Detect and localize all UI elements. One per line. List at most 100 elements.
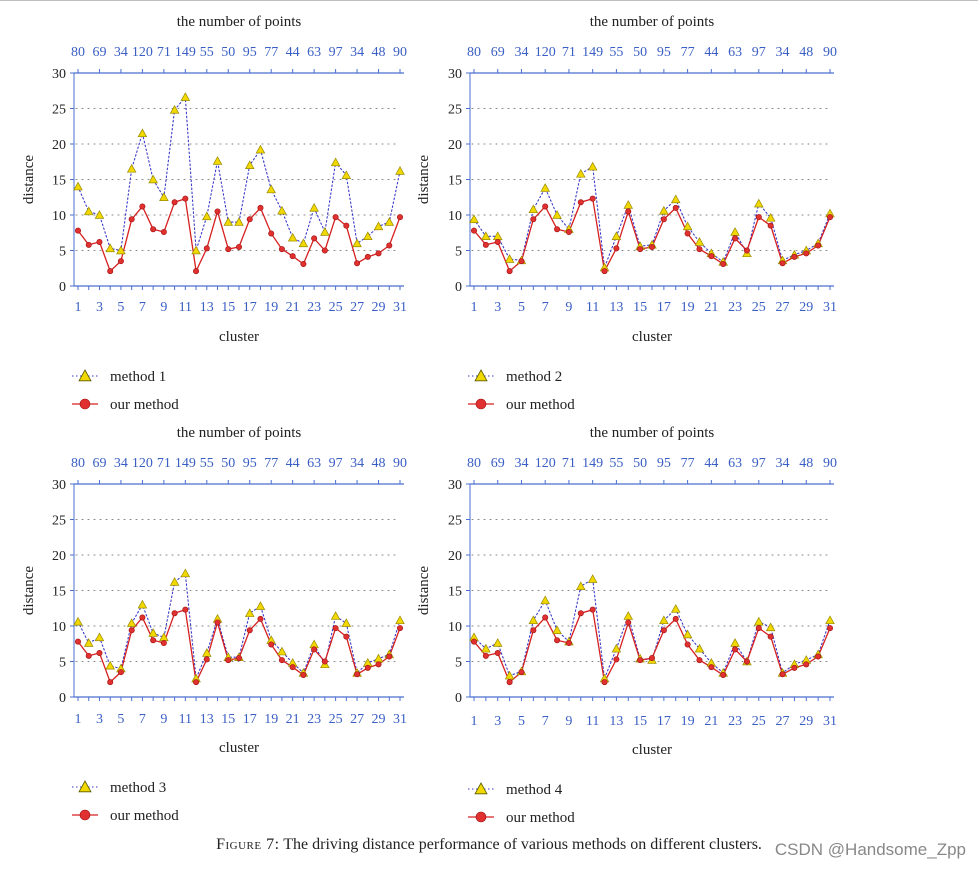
data-point-our-method bbox=[826, 625, 833, 632]
data-point-method-3 bbox=[137, 599, 148, 609]
data-point-method-4 bbox=[540, 595, 550, 605]
data-point-our-method bbox=[278, 246, 285, 253]
data-point-our-method bbox=[203, 656, 210, 663]
data-point-our-method bbox=[268, 641, 275, 648]
top-tick-label: 50 bbox=[633, 456, 647, 471]
data-point-method-1 bbox=[73, 181, 83, 191]
data-point-our-method bbox=[246, 627, 253, 634]
top-tick-label: 71 bbox=[562, 456, 576, 471]
data-point-our-method bbox=[530, 627, 537, 634]
x-tick-label: 13 bbox=[200, 300, 214, 315]
data-point-our-method bbox=[530, 216, 537, 223]
y-tick-label: 5 bbox=[455, 245, 462, 260]
x-tick-label: 17 bbox=[657, 714, 671, 729]
data-point-our-method bbox=[128, 216, 135, 223]
data-point-method-1 bbox=[234, 217, 244, 226]
data-point-our-method bbox=[625, 208, 632, 215]
top-tick-label: 97 bbox=[329, 456, 343, 471]
data-point-our-method bbox=[696, 657, 703, 664]
data-point-method-4 bbox=[587, 574, 598, 583]
y-tick-label: 25 bbox=[448, 103, 462, 118]
x-axis-label: cluster bbox=[632, 742, 672, 758]
x-tick-label: 23 bbox=[728, 300, 742, 315]
y-tick-label: 10 bbox=[52, 209, 66, 224]
data-point-method-1 bbox=[159, 192, 169, 201]
chart-title: the number of points bbox=[177, 425, 302, 441]
top-tick-label: 97 bbox=[752, 45, 766, 60]
data-point-method-3 bbox=[255, 601, 266, 610]
data-point-method-1 bbox=[83, 206, 94, 216]
x-tick-label: 1 bbox=[75, 300, 82, 315]
top-tick-label: 71 bbox=[157, 45, 171, 60]
top-tick-label: 55 bbox=[609, 45, 623, 60]
x-tick-label: 17 bbox=[243, 300, 257, 315]
data-point-our-method bbox=[637, 657, 644, 664]
data-point-our-method bbox=[518, 258, 525, 265]
data-point-method-1 bbox=[320, 227, 330, 236]
data-point-method-1 bbox=[191, 245, 201, 255]
top-tick-label: 120 bbox=[535, 456, 556, 471]
x-tick-label: 15 bbox=[633, 714, 647, 729]
x-tick-label: 9 bbox=[565, 714, 572, 729]
y-axis-label: distance bbox=[21, 566, 37, 615]
top-tick-label: 34 bbox=[350, 456, 364, 471]
data-point-method-1 bbox=[395, 166, 405, 175]
x-tick-label: 15 bbox=[221, 300, 235, 315]
data-point-method-1 bbox=[266, 184, 276, 194]
chart-title: the number of points bbox=[590, 425, 715, 441]
data-point-method-1 bbox=[352, 238, 362, 248]
top-tick-label: 97 bbox=[329, 45, 343, 60]
data-point-method-2 bbox=[623, 200, 634, 209]
data-point-method-1 bbox=[126, 163, 137, 173]
data-point-method-2 bbox=[694, 237, 705, 246]
x-tick-label: 13 bbox=[609, 714, 623, 729]
x-tick-label: 5 bbox=[518, 300, 525, 315]
top-tick-label: 34 bbox=[114, 456, 128, 471]
top-tick-label: 149 bbox=[582, 45, 603, 60]
x-tick-label: 9 bbox=[565, 300, 572, 315]
data-point-our-method bbox=[779, 671, 786, 678]
data-point-method-2 bbox=[576, 168, 586, 178]
data-point-method-2 bbox=[682, 221, 693, 231]
data-point-our-method bbox=[150, 226, 157, 233]
data-point-method-1 bbox=[116, 245, 126, 255]
y-tick-label: 0 bbox=[455, 691, 462, 706]
data-point-our-method bbox=[732, 646, 739, 653]
data-point-method-1 bbox=[384, 217, 395, 226]
data-point-our-method bbox=[107, 268, 114, 275]
data-point-our-method bbox=[268, 230, 275, 237]
x-tick-label: 19 bbox=[681, 714, 695, 729]
data-point-our-method bbox=[672, 204, 679, 211]
x-tick-label: 15 bbox=[633, 300, 647, 315]
data-point-method-2 bbox=[730, 227, 740, 236]
data-point-our-method bbox=[494, 649, 501, 656]
y-tick-label: 25 bbox=[52, 103, 66, 118]
data-point-our-method bbox=[494, 238, 501, 245]
x-tick-label: 25 bbox=[329, 712, 343, 727]
top-tick-label: 63 bbox=[728, 45, 742, 60]
legend-marker-circle bbox=[475, 398, 487, 410]
x-tick-label: 27 bbox=[350, 300, 364, 315]
x-tick-label: 17 bbox=[657, 300, 671, 315]
series-line-method-1 bbox=[77, 95, 401, 252]
data-point-our-method bbox=[354, 260, 361, 267]
data-point-method-4 bbox=[659, 615, 669, 625]
data-point-our-method bbox=[160, 229, 167, 236]
y-tick-label: 5 bbox=[59, 656, 66, 671]
legend-marker-circle bbox=[79, 398, 91, 410]
y-axis-label: distance bbox=[21, 155, 37, 204]
data-point-our-method bbox=[75, 227, 82, 234]
y-tick-label: 30 bbox=[448, 478, 462, 493]
data-point-method-3 bbox=[73, 616, 83, 626]
legend-marker-circle bbox=[79, 809, 91, 821]
top-tick-label: 95 bbox=[243, 456, 257, 471]
data-point-method-1 bbox=[180, 92, 191, 101]
top-tick-label: 50 bbox=[221, 456, 235, 471]
top-tick-label: 95 bbox=[243, 45, 257, 60]
top-tick-label: 48 bbox=[799, 45, 813, 60]
top-tick-label: 44 bbox=[704, 456, 718, 471]
top-tick-label: 120 bbox=[132, 456, 153, 471]
data-point-our-method bbox=[589, 606, 596, 613]
data-point-method-4 bbox=[481, 643, 491, 653]
